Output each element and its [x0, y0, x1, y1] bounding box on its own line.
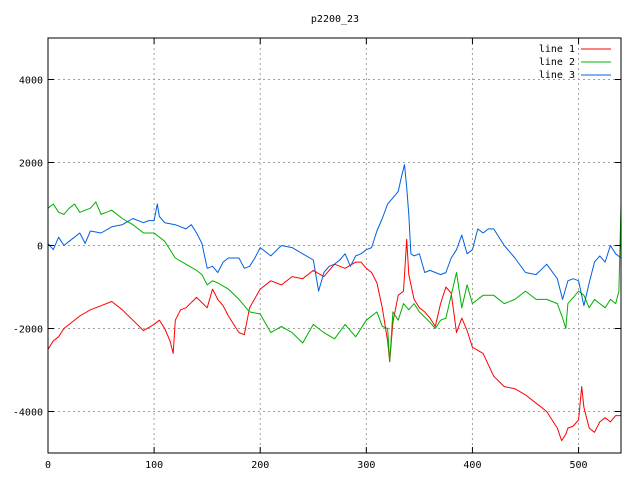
- axis-ticks: 0 100 200 300 400 500 -4000 -2000 0 2000 4000: [13, 38, 621, 471]
- legend-label: line 2: [539, 57, 575, 68]
- x-tick-label: 300: [357, 460, 375, 471]
- x-tick-label: 500: [570, 460, 588, 471]
- y-tick-label: 0: [37, 242, 43, 253]
- plot-frame: [47, 37, 622, 454]
- x-tick-label: 0: [45, 460, 51, 471]
- y-tick-label: 2000: [19, 159, 43, 170]
- legend-label: line 1: [539, 44, 575, 55]
- y-tick-label: 4000: [19, 76, 43, 87]
- x-tick-label: 100: [145, 460, 163, 471]
- y-tick-label: -2000: [13, 325, 43, 336]
- legend-label: line 3: [539, 70, 575, 81]
- grid-lines: [48, 38, 621, 453]
- series-lines: [47, 164, 622, 442]
- y-tick-label: -4000: [13, 408, 43, 419]
- series-line-1: [47, 238, 621, 442]
- x-tick-label: 400: [463, 460, 481, 471]
- series-line-3: [47, 164, 622, 307]
- legend: line 1 line 2 line 3: [539, 44, 611, 81]
- x-tick-label: 200: [251, 460, 269, 471]
- chart-title: p2200_23: [311, 14, 359, 25]
- series-line-2: [47, 201, 622, 363]
